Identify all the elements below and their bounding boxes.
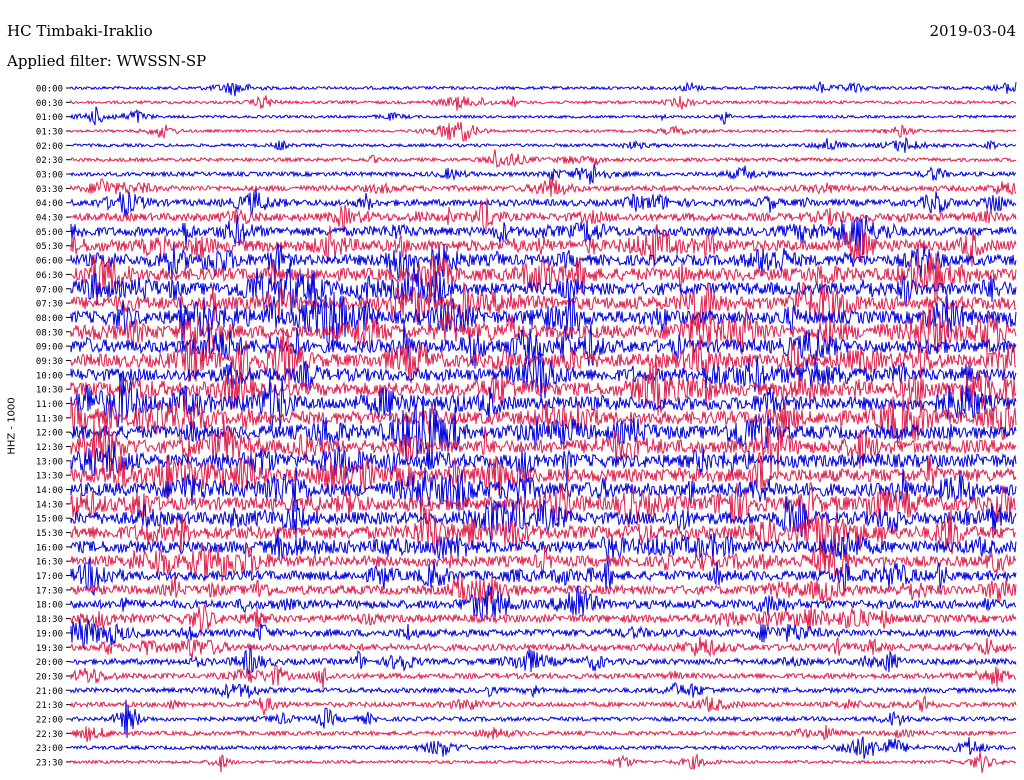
trace-0600 [70, 243, 1017, 282]
time-tick-label: 15:30 [36, 529, 63, 539]
time-tick-label: 12:30 [36, 443, 63, 453]
time-tick-label: 23:00 [36, 744, 63, 754]
trace-0800 [70, 291, 1017, 348]
time-tick-label: 21:00 [36, 687, 63, 697]
time-tick-label: 00:00 [36, 85, 63, 95]
trace-0430 [70, 197, 1017, 234]
time-tick-label: 11:00 [36, 400, 63, 410]
time-tick-label: 07:00 [36, 285, 63, 295]
trace-0230 [70, 149, 1017, 169]
trace-2130 [70, 695, 1017, 716]
trace-0700 [70, 262, 1017, 316]
trace-2030 [70, 664, 1017, 690]
trace-0630 [70, 252, 1017, 301]
time-tick-label: 16:30 [36, 558, 63, 568]
time-tick-label: 10:00 [36, 371, 63, 381]
time-tick-label: 10:30 [36, 386, 63, 396]
trace-2230 [70, 724, 1017, 742]
trace-1800 [70, 585, 1017, 622]
trace-1430 [70, 481, 1017, 528]
time-tick-label: 05:00 [36, 228, 63, 238]
time-tick-label: 01:00 [36, 113, 63, 123]
time-tick-label: 01:30 [36, 128, 63, 138]
trace-1700 [70, 558, 1017, 597]
trace-0830 [70, 301, 1017, 360]
time-tick-label: 08:00 [36, 314, 63, 324]
trace-1330 [70, 452, 1017, 504]
time-tick-label: 04:30 [36, 214, 63, 224]
time-tick-label: 17:00 [36, 572, 63, 582]
trace-0400 [70, 188, 1017, 218]
time-tick-label: 12:00 [36, 429, 63, 439]
time-tick-label: 18:00 [36, 601, 63, 611]
trace-1930 [70, 636, 1017, 659]
trace-1230 [70, 416, 1017, 478]
time-tick-label: 09:00 [36, 343, 63, 353]
trace-1500 [70, 494, 1017, 542]
trace-1400 [70, 466, 1017, 512]
trace-0300 [70, 164, 1017, 185]
time-tick-label: 11:30 [36, 414, 63, 424]
trace-1600 [70, 529, 1017, 565]
time-tick-label: 06:30 [36, 271, 63, 281]
time-tick-label: 19:00 [36, 629, 63, 639]
time-tick-label: 22:30 [36, 730, 63, 740]
time-tick-label: 00:30 [36, 99, 63, 109]
time-tick-label: 14:00 [36, 486, 63, 496]
time-tick-label: 20:00 [36, 658, 63, 668]
time-tick-label: 16:00 [36, 543, 63, 553]
trace-0500 [70, 214, 1017, 256]
time-tick-label: 13:00 [36, 457, 63, 467]
time-tick-label: 03:30 [36, 185, 63, 195]
trace-1900 [70, 618, 1017, 651]
trace-2330 [70, 751, 1017, 773]
trace-1000 [70, 351, 1017, 404]
trace-1730 [70, 575, 1017, 604]
time-tick-label: 21:30 [36, 701, 63, 711]
trace-0100 [70, 106, 1017, 126]
time-tick-label: 02:00 [36, 142, 63, 152]
time-tick-label: 03:00 [36, 171, 63, 181]
trace-0030 [70, 95, 1017, 111]
time-tick-label: 05:30 [36, 242, 63, 252]
time-tick-label: 06:00 [36, 257, 63, 267]
time-tick-label: 17:30 [36, 586, 63, 596]
time-tick-label: 20:30 [36, 672, 63, 682]
time-tick-label: 23:30 [36, 758, 63, 768]
trace-0930 [70, 327, 1017, 388]
time-tick-label: 08:30 [36, 328, 63, 338]
time-tick-label: 07:30 [36, 300, 63, 310]
trace-0730 [70, 279, 1017, 332]
time-tick-label: 18:30 [36, 615, 63, 625]
trace-2100 [70, 681, 1017, 700]
trace-1830 [70, 603, 1017, 636]
time-tick-label: 19:30 [36, 644, 63, 654]
trace-0200 [70, 136, 1017, 153]
time-tick-label: 02:30 [36, 156, 63, 166]
station-title: HC Timbaki-Iraklio [7, 22, 153, 40]
trace-2300 [70, 736, 1017, 760]
time-tick-label: 15:00 [36, 515, 63, 525]
trace-0000 [70, 80, 1017, 97]
trace-1300 [70, 440, 1017, 485]
trace-1130 [70, 394, 1017, 445]
time-tick-label: 09:30 [36, 357, 63, 367]
time-tick-label: 04:00 [36, 199, 63, 209]
filter-label: Applied filter: WWSSN-SP [7, 52, 207, 70]
time-tick-label: 13:30 [36, 472, 63, 482]
date-label: 2019-03-04 [929, 22, 1016, 40]
trace-2000 [70, 645, 1017, 675]
time-tick-label: 14:30 [36, 500, 63, 510]
trace-0130 [70, 122, 1017, 142]
trace-1030 [70, 360, 1017, 416]
time-tick-label: 22:00 [36, 715, 63, 725]
trace-2200 [70, 699, 1017, 738]
trace-0530 [70, 224, 1017, 268]
trace-0330 [70, 176, 1017, 197]
